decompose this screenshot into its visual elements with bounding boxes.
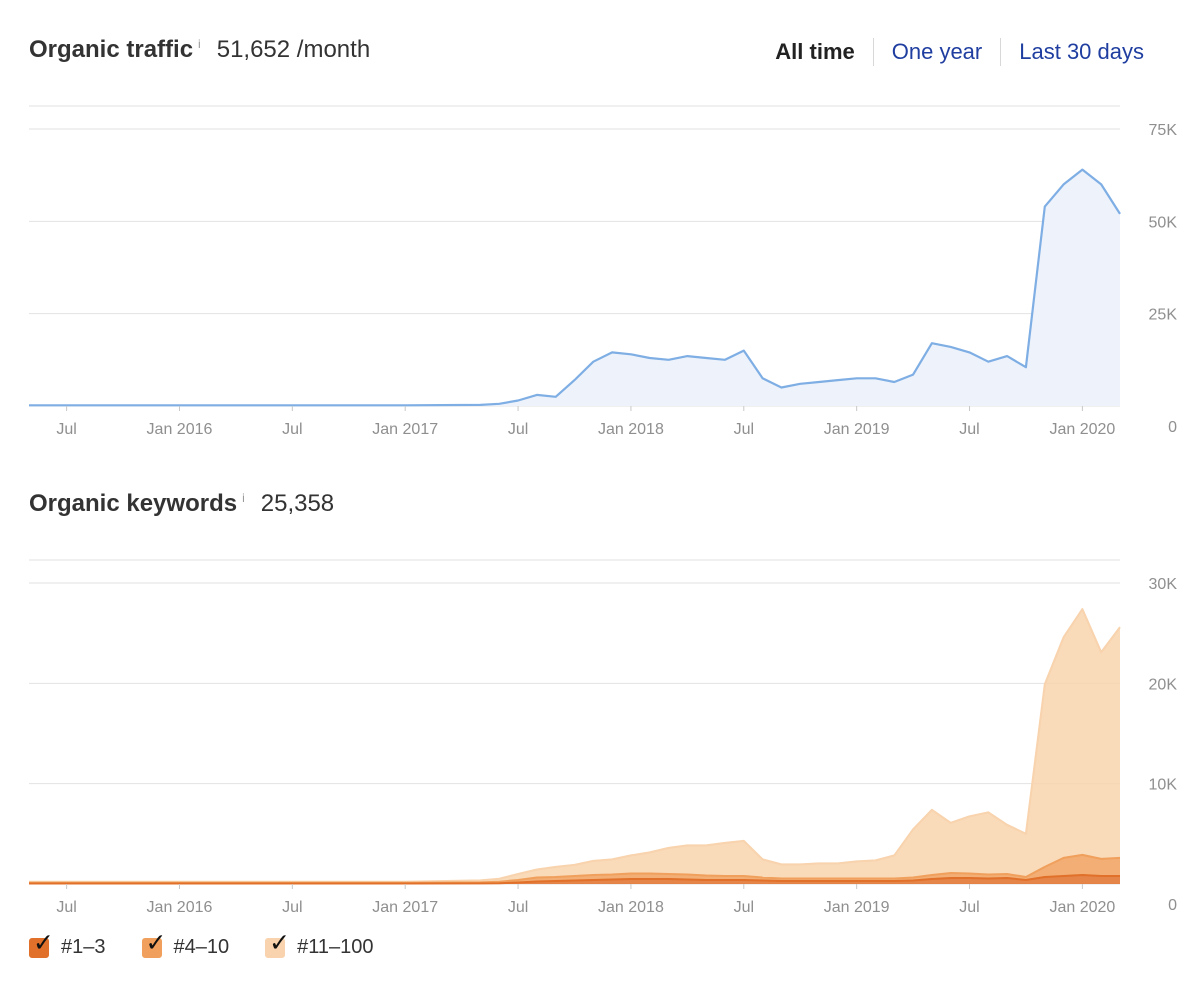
keywords-series-1-3-line — [29, 874, 1120, 885]
range-divider — [872, 38, 874, 66]
keywords-x-tick-label: Jan 2019 — [824, 899, 890, 916]
keywords-header: Organic keywords i 25,358 — [29, 490, 334, 518]
traffic-y-tick-label: 25K — [1149, 307, 1178, 324]
keywords-x-tick-label: Jan 2018 — [598, 899, 664, 916]
traffic-x-tick-label: Jan 2018 — [598, 421, 664, 438]
keywords-series-4-10-line — [29, 853, 1121, 884]
keywords-y-tick-label: 20K — [1149, 676, 1178, 693]
keywords-x-tick-label: Jul — [56, 899, 76, 916]
keywords-x-tick-label: Jul — [959, 899, 979, 916]
range-last-30-days[interactable]: Last 30 days — [1019, 39, 1144, 64]
traffic-x-tick-label: Jan 2016 — [147, 421, 213, 438]
traffic-chart: 0 25K 50K 75K Jul Jan 2016 Jul Jan 2017 Jul Jan 2… — [28, 105, 1178, 438]
keywords-series-11-100-area — [29, 609, 1120, 883]
traffic-area — [29, 169, 1120, 406]
keywords-series-4-10-area — [29, 854, 1120, 884]
traffic-x-tick-label: Jul — [508, 421, 528, 438]
traffic-x-tick-label: Jul — [282, 421, 302, 438]
traffic-title: Organic traffic — [29, 36, 194, 63]
keywords-y-tick-label: 0 — [1168, 897, 1177, 914]
keywords-x-tick-label: Jan 2017 — [372, 899, 438, 916]
keywords-legend: ✓ #1–3 ✓ #4–10 ✓ #11–100 — [29, 930, 410, 959]
legend-checkbox-top100[interactable]: ✓ — [265, 930, 290, 958]
keywords-x-tick-label: Jan 2020 — [1049, 899, 1115, 916]
legend-label-top3: #1–3 — [61, 936, 106, 958]
keywords-y-tick-label: 10K — [1149, 777, 1178, 794]
checkmark-icon: ✓ — [33, 928, 54, 957]
range-divider — [1000, 38, 1002, 66]
keywords-value: 25,358 — [260, 490, 335, 517]
traffic-x-tick-label: Jul — [734, 421, 754, 438]
time-range-switch: All time One year Last 30 days — [775, 38, 1144, 66]
keywords-title: Organic keywords — [29, 490, 238, 517]
traffic-x-tick-label: Jan 2019 — [824, 421, 890, 438]
traffic-info-icon[interactable]: i — [198, 37, 201, 51]
checkmark-icon: ✓ — [269, 928, 291, 957]
traffic-x-tick-label: Jan 2017 — [372, 421, 438, 438]
legend-item-top3[interactable]: ✓ #1–3 — [29, 930, 106, 959]
traffic-line — [29, 168, 1121, 407]
checkmark-icon: ✓ — [145, 928, 167, 957]
keywords-y-tick-label: 30K — [1149, 576, 1178, 593]
traffic-y-tick-label: 75K — [1149, 122, 1178, 139]
traffic-value: 51,652 /month — [216, 36, 371, 63]
legend-checkbox-top10[interactable]: ✓ — [141, 930, 166, 958]
keywords-x-tick-label: Jul — [508, 899, 528, 916]
keywords-x-tick-label: Jul — [282, 899, 302, 916]
keywords-chart: 0 10K 20K 30K Jul Jan 2016 Jul Jan 2017 Jul Jan 2… — [29, 559, 1178, 916]
keywords-x-tick-label: Jul — [734, 899, 754, 916]
traffic-x-tick-label: Jul — [959, 421, 979, 438]
keywords-series-11-100-line — [29, 608, 1121, 883]
range-one-year[interactable]: One year — [891, 39, 983, 64]
traffic-header: Organic traffic i 51,652 /month — [29, 36, 370, 64]
legend-label-top100: #11–100 — [297, 936, 374, 958]
traffic-x-tick-label: Jan 2020 — [1049, 421, 1115, 438]
traffic-y-tick-label: 50K — [1149, 214, 1178, 231]
legend-item-top10[interactable]: ✓ #4–10 — [141, 930, 230, 959]
legend-checkbox-top3[interactable]: ✓ — [29, 930, 54, 958]
range-all-time[interactable]: All time — [775, 39, 855, 64]
keywords-x-tick-label: Jan 2016 — [147, 899, 213, 916]
traffic-x-tick-label: Jul — [56, 421, 76, 438]
legend-label-top10: #4–10 — [173, 936, 230, 958]
keywords-info-icon[interactable]: i — [242, 491, 245, 505]
legend-item-top100[interactable]: ✓ #11–100 — [265, 930, 374, 959]
traffic-y-tick-label: 0 — [1168, 419, 1177, 436]
